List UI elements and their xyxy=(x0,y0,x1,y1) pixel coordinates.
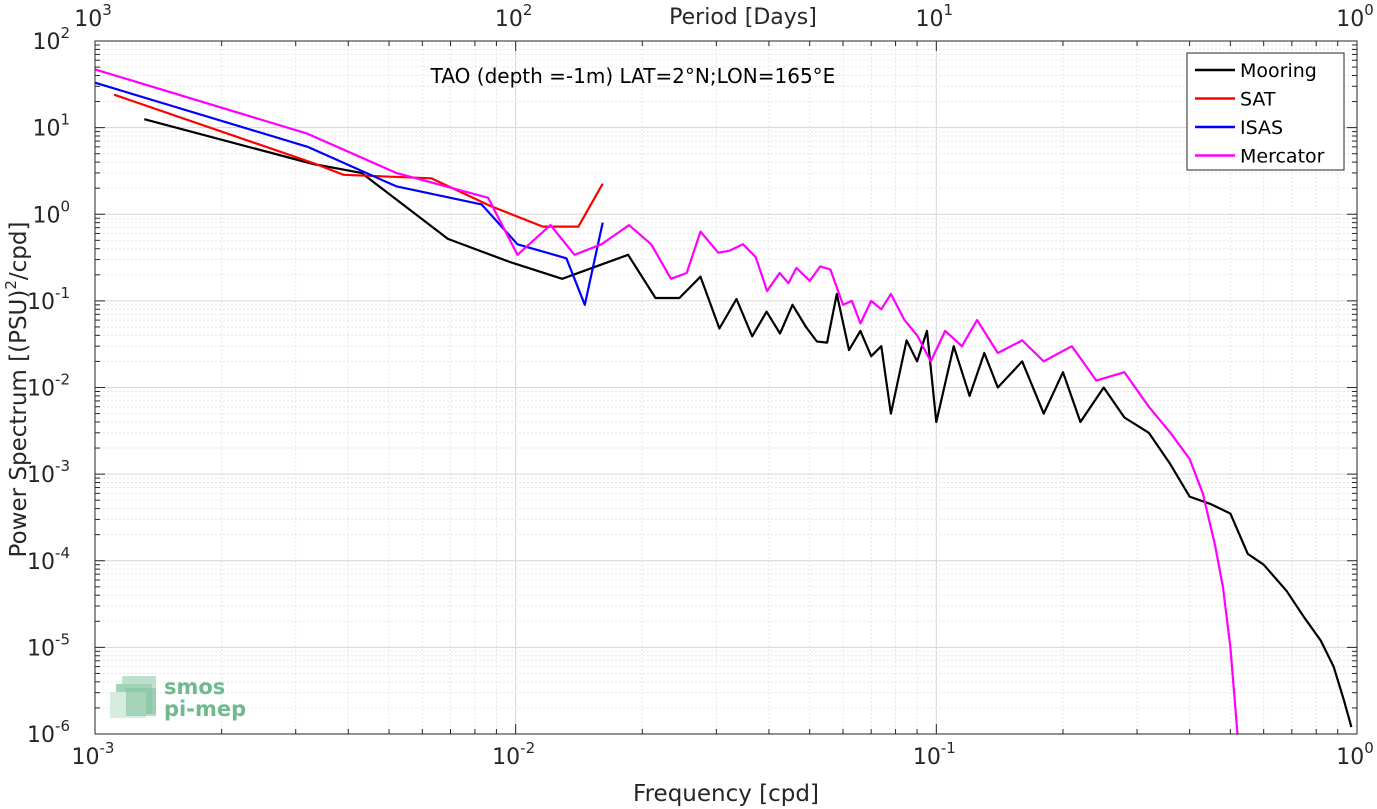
series-line-isas xyxy=(94,81,604,306)
x2-tick-label-exponent: 0 xyxy=(1364,1,1374,19)
legend: Mooring SAT ISAS Mercator xyxy=(1186,52,1345,171)
x-tick-label-exponent: -1 xyxy=(941,739,956,757)
x-tick-label-base: 10 xyxy=(492,745,520,770)
grid-lines xyxy=(94,41,1357,735)
y-tick-label: 101 xyxy=(32,111,70,142)
x2-tick-label-base: 10 xyxy=(916,7,944,32)
logo-text-line1: smos xyxy=(164,675,225,699)
y-tick-label-base: 10 xyxy=(32,203,60,228)
x-tick-label: 10-3 xyxy=(72,739,115,770)
y-tick-label: 10-4 xyxy=(27,544,70,575)
y-tick-label-exponent: 2 xyxy=(60,24,70,42)
y-tick-label: 10-3 xyxy=(27,457,70,488)
x-tick-label-base: 10 xyxy=(1336,745,1364,770)
x2-tick-label-exponent: 1 xyxy=(944,1,954,19)
y-tick-label-exponent: -2 xyxy=(55,371,70,389)
x-tick-label-base: 10 xyxy=(72,745,100,770)
logo-mark-icon xyxy=(110,676,156,718)
y-tick-label-exponent: -4 xyxy=(55,544,70,562)
y-axis-title-tail: /cpd] xyxy=(6,222,32,281)
legend-label-isas: ISAS xyxy=(1240,117,1283,139)
y-axis-title: Power Spectrum [(PSU)2/cpd] xyxy=(2,222,32,558)
x-tick-label-exponent: -2 xyxy=(520,739,535,757)
x2-tick-label-exponent: 2 xyxy=(523,1,533,19)
y-tick-label-base: 10 xyxy=(27,636,55,661)
y-tick-label-exponent: -1 xyxy=(55,284,70,302)
y-tick-label-base: 10 xyxy=(27,550,55,575)
x-tick-label-exponent: 0 xyxy=(1364,739,1374,757)
x2-tick-label-base: 10 xyxy=(1336,7,1364,32)
y-tick-label: 102 xyxy=(32,24,70,55)
legend-box xyxy=(1186,52,1345,171)
y-tick-label-base: 10 xyxy=(27,723,55,748)
axis-ticks xyxy=(94,40,1358,735)
y-tick-label-exponent: 0 xyxy=(60,197,70,215)
y-tick-label: 100 xyxy=(32,197,70,228)
x-tick-label-exponent: -3 xyxy=(100,739,115,757)
x-tick-label-base: 10 xyxy=(913,745,941,770)
series-layer xyxy=(94,68,1353,735)
y-tick-label: 10-5 xyxy=(27,630,70,661)
logo-text-line2: pi-mep xyxy=(164,697,246,721)
x-tick-label: 100 xyxy=(1336,739,1374,770)
legend-label-mooring: Mooring xyxy=(1240,60,1317,82)
y-tick-label-base: 10 xyxy=(32,30,60,55)
y-tick-label: 10-6 xyxy=(27,717,70,748)
y-axis-title-superscript: 2 xyxy=(2,280,20,290)
x2-tick-label: 102 xyxy=(495,1,533,32)
y-axis-title-main: Power Spectrum [(PSU) xyxy=(6,290,32,558)
chart-title: TAO (depth =-1m) LAT=2°N;LON=165°E xyxy=(430,64,836,88)
y-tick-label-exponent: -5 xyxy=(55,630,70,648)
x-axis-title: Frequency [cpd] xyxy=(633,781,819,807)
y-tick-label: 10-1 xyxy=(27,284,70,315)
y-tick-label-base: 10 xyxy=(27,463,55,488)
y-tick-label: 10-2 xyxy=(27,371,70,402)
y-tick-label-exponent: -3 xyxy=(55,457,70,475)
top-axis-title: Period [Days] xyxy=(669,5,817,30)
y-tick-label-base: 10 xyxy=(32,117,60,142)
legend-label-sat: SAT xyxy=(1240,89,1276,111)
y-tick-label-exponent: -6 xyxy=(55,717,70,735)
x2-tick-label-base: 10 xyxy=(495,7,523,32)
series-line-sat xyxy=(113,93,604,228)
y-tick-label-exponent: 1 xyxy=(60,111,70,129)
x2-tick-label-exponent: 3 xyxy=(102,1,112,19)
series-line-mercator xyxy=(94,68,1239,735)
series-line-mooring xyxy=(144,118,1353,728)
y-tick-label-base: 10 xyxy=(27,377,55,402)
x2-tick-label: 103 xyxy=(74,1,112,32)
x2-tick-label-base: 10 xyxy=(74,7,102,32)
y-tick-label-base: 10 xyxy=(27,290,55,315)
smos-pi-mep-logo: smos pi-mep xyxy=(110,675,246,721)
x-tick-label: 10-2 xyxy=(492,739,535,770)
x2-tick-label: 101 xyxy=(916,1,954,32)
legend-label-mercator: Mercator xyxy=(1240,146,1325,168)
x2-tick-label: 100 xyxy=(1336,1,1374,32)
x-tick-label: 10-1 xyxy=(913,739,956,770)
